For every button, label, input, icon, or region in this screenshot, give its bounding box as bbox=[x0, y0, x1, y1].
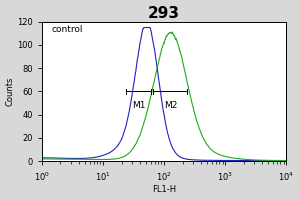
Y-axis label: Counts: Counts bbox=[6, 77, 15, 106]
X-axis label: FL1-H: FL1-H bbox=[152, 185, 176, 194]
Title: 293: 293 bbox=[148, 6, 180, 21]
Text: control: control bbox=[51, 25, 83, 34]
Text: M2: M2 bbox=[164, 101, 177, 110]
Text: M1: M1 bbox=[132, 101, 145, 110]
